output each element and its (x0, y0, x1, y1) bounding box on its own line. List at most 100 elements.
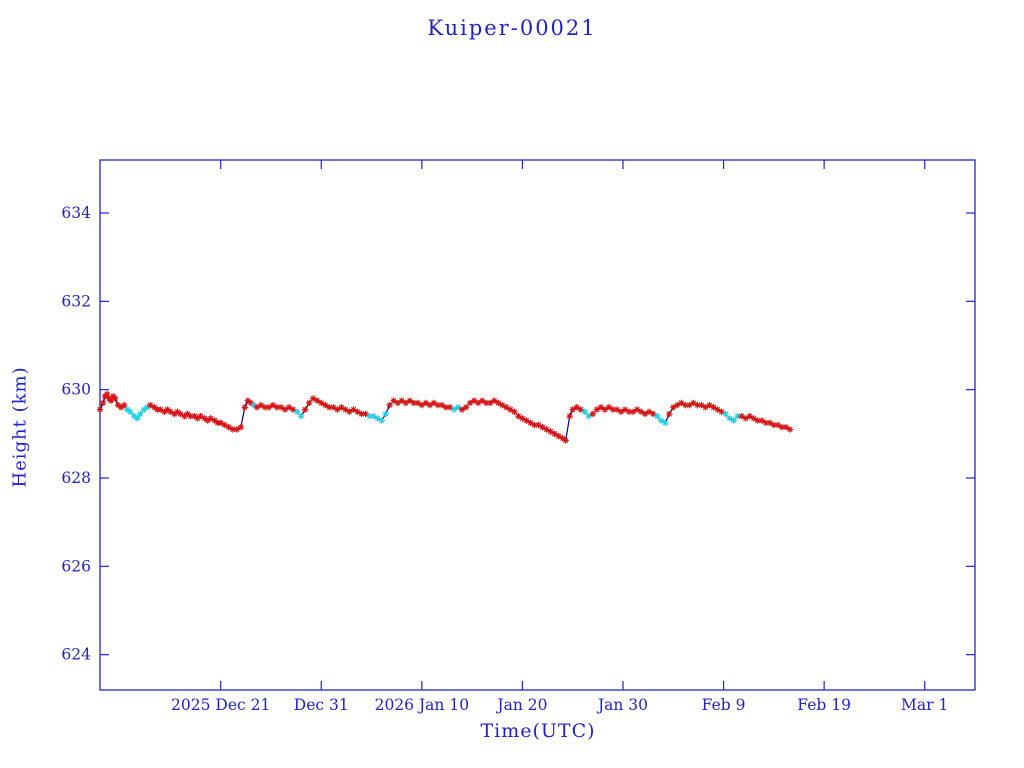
asterisk-marker (167, 408, 174, 415)
asterisk-marker (103, 390, 111, 398)
asterisk-marker (470, 397, 478, 404)
asterisk-marker (237, 424, 245, 431)
asterisk-marker (207, 415, 214, 422)
asterisk-marker (265, 404, 273, 411)
asterisk-marker (147, 401, 154, 409)
asterisk-marker (257, 401, 265, 409)
asterisk-marker (698, 401, 705, 409)
asterisk-marker (285, 404, 293, 411)
asterisk-marker (334, 406, 341, 413)
asterisk-marker (511, 408, 518, 415)
asterisk-marker (217, 419, 224, 426)
asterisk-marker (362, 410, 369, 418)
asterisk-marker (414, 399, 422, 407)
asterisk-marker (322, 401, 329, 409)
asterisk-marker (107, 397, 115, 404)
asterisk-marker (605, 404, 613, 411)
asterisk-marker (483, 399, 490, 407)
asterisk-marker (662, 419, 669, 426)
asterisk-marker (434, 401, 442, 409)
y-tick-label: 630 (61, 381, 91, 399)
x-axis-label: Time(UTC) (480, 720, 596, 742)
asterisk-marker (458, 406, 466, 413)
asterisk-marker (539, 424, 546, 431)
asterisk-marker (702, 404, 709, 411)
asterisk-marker (555, 432, 562, 440)
asterisk-marker (523, 417, 530, 424)
asterisk-marker (503, 404, 510, 411)
asterisk-marker (621, 406, 629, 413)
asterisk-marker (241, 404, 249, 411)
asterisk-marker (120, 401, 128, 409)
asterisk-marker (370, 412, 377, 420)
asterisk-marker (730, 417, 737, 424)
asterisk-marker (426, 401, 434, 409)
asterisk-marker (261, 404, 269, 411)
asterisk-marker (450, 406, 458, 413)
asterisk-marker (338, 404, 345, 411)
asterisk-marker (184, 410, 191, 418)
asterisk-marker (746, 412, 753, 420)
asterisk-marker (358, 410, 365, 418)
asterisk-marker (130, 412, 138, 420)
asterisk-marker (782, 424, 790, 431)
asterisk-marker (174, 408, 181, 415)
asterisk-marker (678, 399, 685, 407)
asterisk-marker (487, 399, 494, 407)
asterisk-marker (609, 406, 617, 413)
asterisk-marker (310, 395, 317, 402)
asterisk-marker (350, 406, 357, 413)
asterisk-marker (742, 415, 749, 422)
asterisk-marker (422, 399, 430, 407)
asterisk-marker (666, 410, 673, 418)
asterisk-marker (566, 412, 573, 420)
asterisk-marker (204, 417, 211, 424)
y-tick-label: 626 (61, 557, 91, 575)
asterisk-marker (562, 437, 569, 444)
asterisk-marker (273, 404, 281, 411)
asterisk-marker (754, 417, 761, 424)
asterisk-marker (593, 406, 601, 413)
asterisk-marker (211, 417, 218, 424)
asterisk-marker (225, 424, 232, 431)
asterisk-marker (446, 404, 454, 411)
asterisk-marker (330, 404, 337, 411)
asterisk-marker (710, 404, 717, 411)
asterisk-marker (766, 419, 774, 426)
asterisk-marker (374, 415, 381, 422)
asterisk-marker (151, 404, 158, 411)
y-tick-label: 628 (61, 469, 91, 487)
asterisk-marker (714, 406, 721, 413)
asterisk-marker (527, 419, 534, 426)
asterisk-marker (770, 421, 778, 429)
asterisk-marker (649, 410, 657, 418)
asterisk-marker (346, 408, 353, 415)
asterisk-marker (637, 408, 645, 415)
asterisk-marker (653, 412, 661, 420)
asterisk-marker (398, 397, 405, 404)
asterisk-marker (144, 404, 151, 411)
asterisk-marker (569, 406, 576, 413)
asterisk-marker (547, 428, 554, 435)
asterisk-marker (197, 412, 204, 420)
asterisk-marker (722, 410, 729, 418)
asterisk-marker (499, 401, 506, 409)
asterisk-marker (201, 415, 208, 422)
asterisk-marker (589, 410, 597, 418)
asterisk-marker (386, 401, 393, 409)
asterisk-marker (406, 397, 413, 404)
asterisk-marker (187, 412, 194, 420)
asterisk-marker (438, 401, 446, 409)
asterisk-marker (366, 412, 373, 420)
asterisk-marker (690, 399, 697, 407)
asterisk-marker (164, 406, 171, 413)
asterisk-marker (442, 404, 450, 411)
asterisk-marker (402, 399, 409, 407)
asterisk-marker (194, 415, 201, 422)
x-tick-label: Feb 19 (797, 696, 851, 714)
asterisk-marker (301, 406, 309, 413)
x-tick-label: Feb 9 (702, 696, 746, 714)
asterisk-marker (531, 421, 538, 429)
asterisk-marker (645, 408, 653, 415)
asterisk-marker (141, 406, 148, 413)
